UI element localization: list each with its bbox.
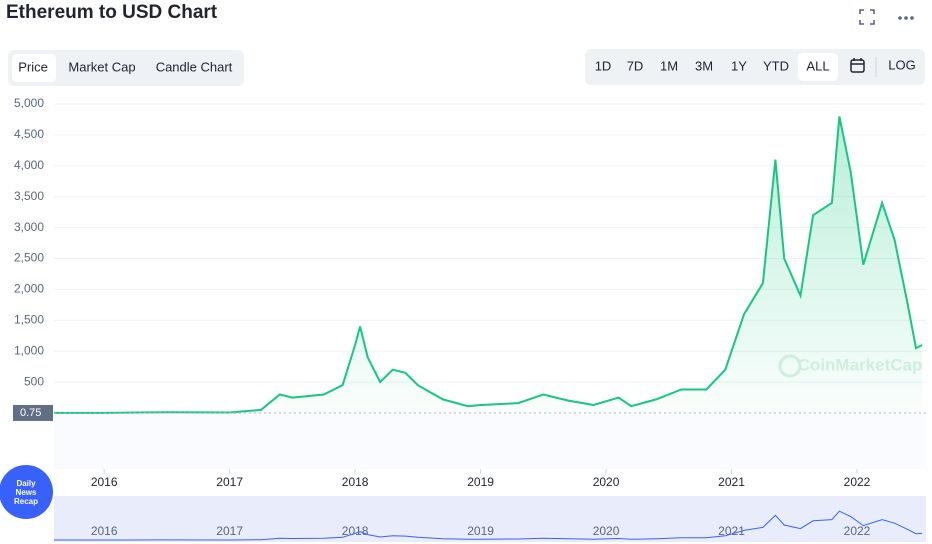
y-tick-label: 3,000: [14, 220, 44, 234]
range-bar: [585, 49, 925, 85]
range-button[interactable]: YTD: [763, 58, 789, 73]
tab[interactable]: Market Cap: [68, 59, 135, 74]
y-tick-label: 1,000: [14, 343, 44, 357]
log-button[interactable]: LOG: [888, 57, 915, 72]
volume-area: [54, 415, 926, 469]
price-label: 0.75: [20, 407, 41, 419]
watermark-logo: [778, 354, 802, 378]
y-tick-label: 3,500: [14, 189, 44, 203]
range-button[interactable]: ALL: [806, 58, 829, 73]
navigator-label: 2021: [718, 524, 745, 538]
x-tick-label: 2016: [91, 475, 118, 489]
y-tick-label: 500: [24, 374, 44, 388]
x-tick-label: 2017: [216, 475, 243, 489]
navigator-label: 2020: [593, 524, 620, 538]
badge-text: Recap: [14, 497, 38, 506]
x-tick-label: 2019: [467, 475, 494, 489]
range-selected: [798, 53, 838, 81]
tab[interactable]: Price: [18, 59, 48, 74]
y-tick-label: 2,500: [14, 251, 44, 265]
y-tick-label: 1,500: [14, 312, 44, 326]
range-button[interactable]: 7D: [627, 58, 644, 73]
range-button[interactable]: 1D: [595, 58, 612, 73]
line: [54, 116, 923, 414]
calendar-icon[interactable]: [850, 58, 865, 73]
more-icon[interactable]: [898, 16, 914, 20]
range-button[interactable]: 1M: [660, 58, 678, 73]
navigator: [54, 496, 926, 542]
x-tick-label: 2022: [844, 475, 871, 489]
area: [54, 116, 923, 414]
badge-text: News: [16, 488, 37, 497]
badge-text: Daily: [16, 479, 36, 488]
range-button[interactable]: 3M: [695, 58, 713, 73]
chart-title: Ethereum to USD Chart: [6, 2, 218, 23]
x-tick-label: 2018: [342, 475, 369, 489]
x-tick-label: 2021: [718, 475, 745, 489]
badge[interactable]: Daily News Recap: [0, 465, 53, 519]
tab[interactable]: Candle Chart: [156, 59, 233, 74]
tab-bar: [8, 50, 244, 86]
y-tick-label: 2,000: [14, 282, 44, 296]
y-tick-label: 4,500: [14, 127, 44, 141]
navigator-label: 2022: [844, 524, 871, 538]
fullscreen-icon[interactable]: [859, 9, 875, 25]
navigator-label: 2019: [467, 524, 494, 538]
navigator-line: [54, 510, 923, 541]
navigator-label: 2017: [216, 524, 243, 538]
navigator-label: 2018: [342, 524, 369, 538]
y-tick-label: 5,000: [14, 96, 44, 110]
x-tick-label: 2020: [593, 475, 620, 489]
navigator-label: 2016: [91, 524, 118, 538]
watermark: CoinMarketCap: [798, 355, 923, 374]
y-tick-label: 4,000: [14, 158, 44, 172]
price-label-box: [13, 404, 53, 421]
range-button[interactable]: 1Y: [731, 58, 747, 73]
tab-selected: [12, 54, 56, 82]
